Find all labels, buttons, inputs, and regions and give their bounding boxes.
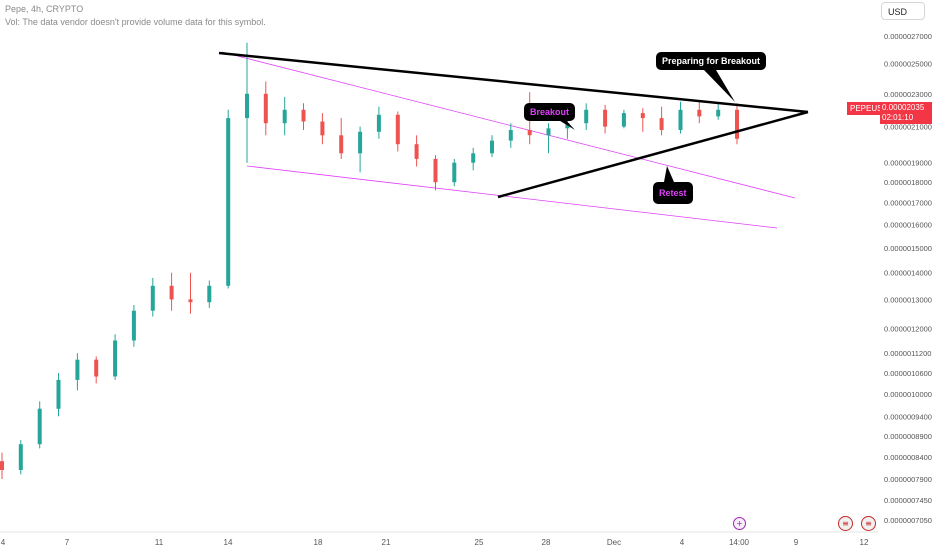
candle-body <box>131 310 136 341</box>
candle-body <box>0 461 4 470</box>
y-tick-label: 0.0000008900 <box>884 432 932 441</box>
y-tick-label: 0.0000007450 <box>884 496 932 505</box>
y-tick-label: 0.0000007050 <box>884 516 932 525</box>
candle-body <box>433 158 438 183</box>
candle-body <box>584 109 589 124</box>
y-tick-label: 0.0000009400 <box>884 412 932 421</box>
y-tick-label: 0.0000013000 <box>884 295 932 304</box>
us-flag-icon[interactable]: ≡ <box>861 516 876 531</box>
candle-body <box>150 285 155 311</box>
us-flag-icon[interactable]: ≡ <box>838 516 853 531</box>
candle-body <box>320 121 325 136</box>
y-tick-label: 0.0000007900 <box>884 475 932 484</box>
x-tick-label: 4 <box>1 538 6 547</box>
candle-body <box>358 131 363 154</box>
y-tick-label: 0.0000019000 <box>884 159 932 168</box>
x-tick-label: 9 <box>794 538 799 547</box>
candle-body <box>188 299 193 303</box>
candle-body <box>735 109 739 139</box>
y-tick-label: 0.0000021000 <box>884 123 932 132</box>
x-tick-label: Dec <box>607 538 621 547</box>
y-tick-label: 0.0000011200 <box>884 349 931 358</box>
candle-body <box>339 135 344 154</box>
y-tick-label: 0.0000016000 <box>884 221 932 230</box>
y-tick-label: 0.0000010600 <box>884 369 932 378</box>
y-tick-label: 0.0000010000 <box>884 390 932 399</box>
triangle-upper-trendline <box>218 51 809 114</box>
x-tick-label: 11 <box>155 538 164 547</box>
candle-body <box>546 128 551 136</box>
candle-body <box>113 340 118 377</box>
x-tick-label: 21 <box>382 538 391 547</box>
candle-body <box>452 162 457 183</box>
candle-body <box>716 109 721 117</box>
triangle-lower-trendline <box>497 110 809 199</box>
y-tick-label: 0.0000027000 <box>884 32 932 41</box>
candle-body <box>245 93 249 119</box>
candle-body <box>659 118 664 130</box>
candle-body <box>678 109 683 130</box>
y-tick-label: 0.0000012000 <box>884 324 932 333</box>
candle-body <box>603 109 608 127</box>
candle-body <box>207 285 212 303</box>
y-tick-label: 0.0000023000 <box>884 90 932 99</box>
x-tick-label: 28 <box>542 538 551 547</box>
candle-body <box>18 444 23 470</box>
y-tick-label: 0.0000015000 <box>884 244 932 253</box>
callout-breakout: Breakout <box>524 103 576 121</box>
candle-body <box>169 285 174 300</box>
x-tick-label: 14 <box>224 538 233 547</box>
channel-lower-line <box>246 165 778 229</box>
plus-circle-icon[interactable]: + <box>733 517 746 530</box>
y-tick-label: 0.0000017000 <box>884 199 932 208</box>
volume-note: Vol: The data vendor doesn't provide vol… <box>5 17 266 27</box>
y-tick-label: 0.0000014000 <box>884 269 932 278</box>
currency-selector[interactable]: USD <box>881 2 925 20</box>
x-tick-label: 14:00 <box>729 538 750 547</box>
candle-body <box>490 140 494 154</box>
candle-body <box>640 113 645 119</box>
candle-body <box>395 114 400 145</box>
candle-body <box>94 359 99 377</box>
candle-body <box>263 93 268 124</box>
x-tick-label: 25 <box>475 538 484 547</box>
x-tick-label: 4 <box>680 538 685 547</box>
y-tick-label: 0.0000008400 <box>884 453 932 462</box>
candle-body <box>414 144 419 159</box>
channel-upper-line <box>221 51 796 199</box>
candle-body <box>508 130 513 141</box>
y-tick-label: 0.0000018000 <box>884 178 932 187</box>
candle-body <box>527 130 532 136</box>
chart-title: Pepe, 4h, CRYPTO <box>5 4 84 14</box>
candle-body <box>621 113 626 127</box>
last-price-value: 0.00002035 <box>882 103 925 112</box>
candle-body <box>471 153 476 163</box>
candle-body <box>565 123 570 129</box>
callout-pointer <box>704 70 735 102</box>
callout-preparing-breakout: Preparing for Breakout <box>656 52 767 70</box>
candle-body <box>56 379 61 409</box>
candle-body <box>282 109 287 124</box>
candle-body <box>75 359 80 380</box>
bar-countdown: 02:01:10 <box>882 113 914 122</box>
candle-body <box>697 109 702 117</box>
y-tick-label: 0.0000025000 <box>884 60 932 69</box>
candle-body <box>376 114 381 132</box>
candle-body <box>301 109 306 122</box>
candle-body <box>226 118 231 286</box>
x-tick-label: 12 <box>860 538 869 547</box>
candle-body <box>37 408 42 445</box>
callout-pointer <box>664 166 674 182</box>
callout-retest: Retest <box>653 182 693 204</box>
last-price-box: 0.00002035 02:01:10 <box>880 102 932 124</box>
x-tick-label: 18 <box>314 538 323 547</box>
x-tick-label: 7 <box>65 538 70 547</box>
